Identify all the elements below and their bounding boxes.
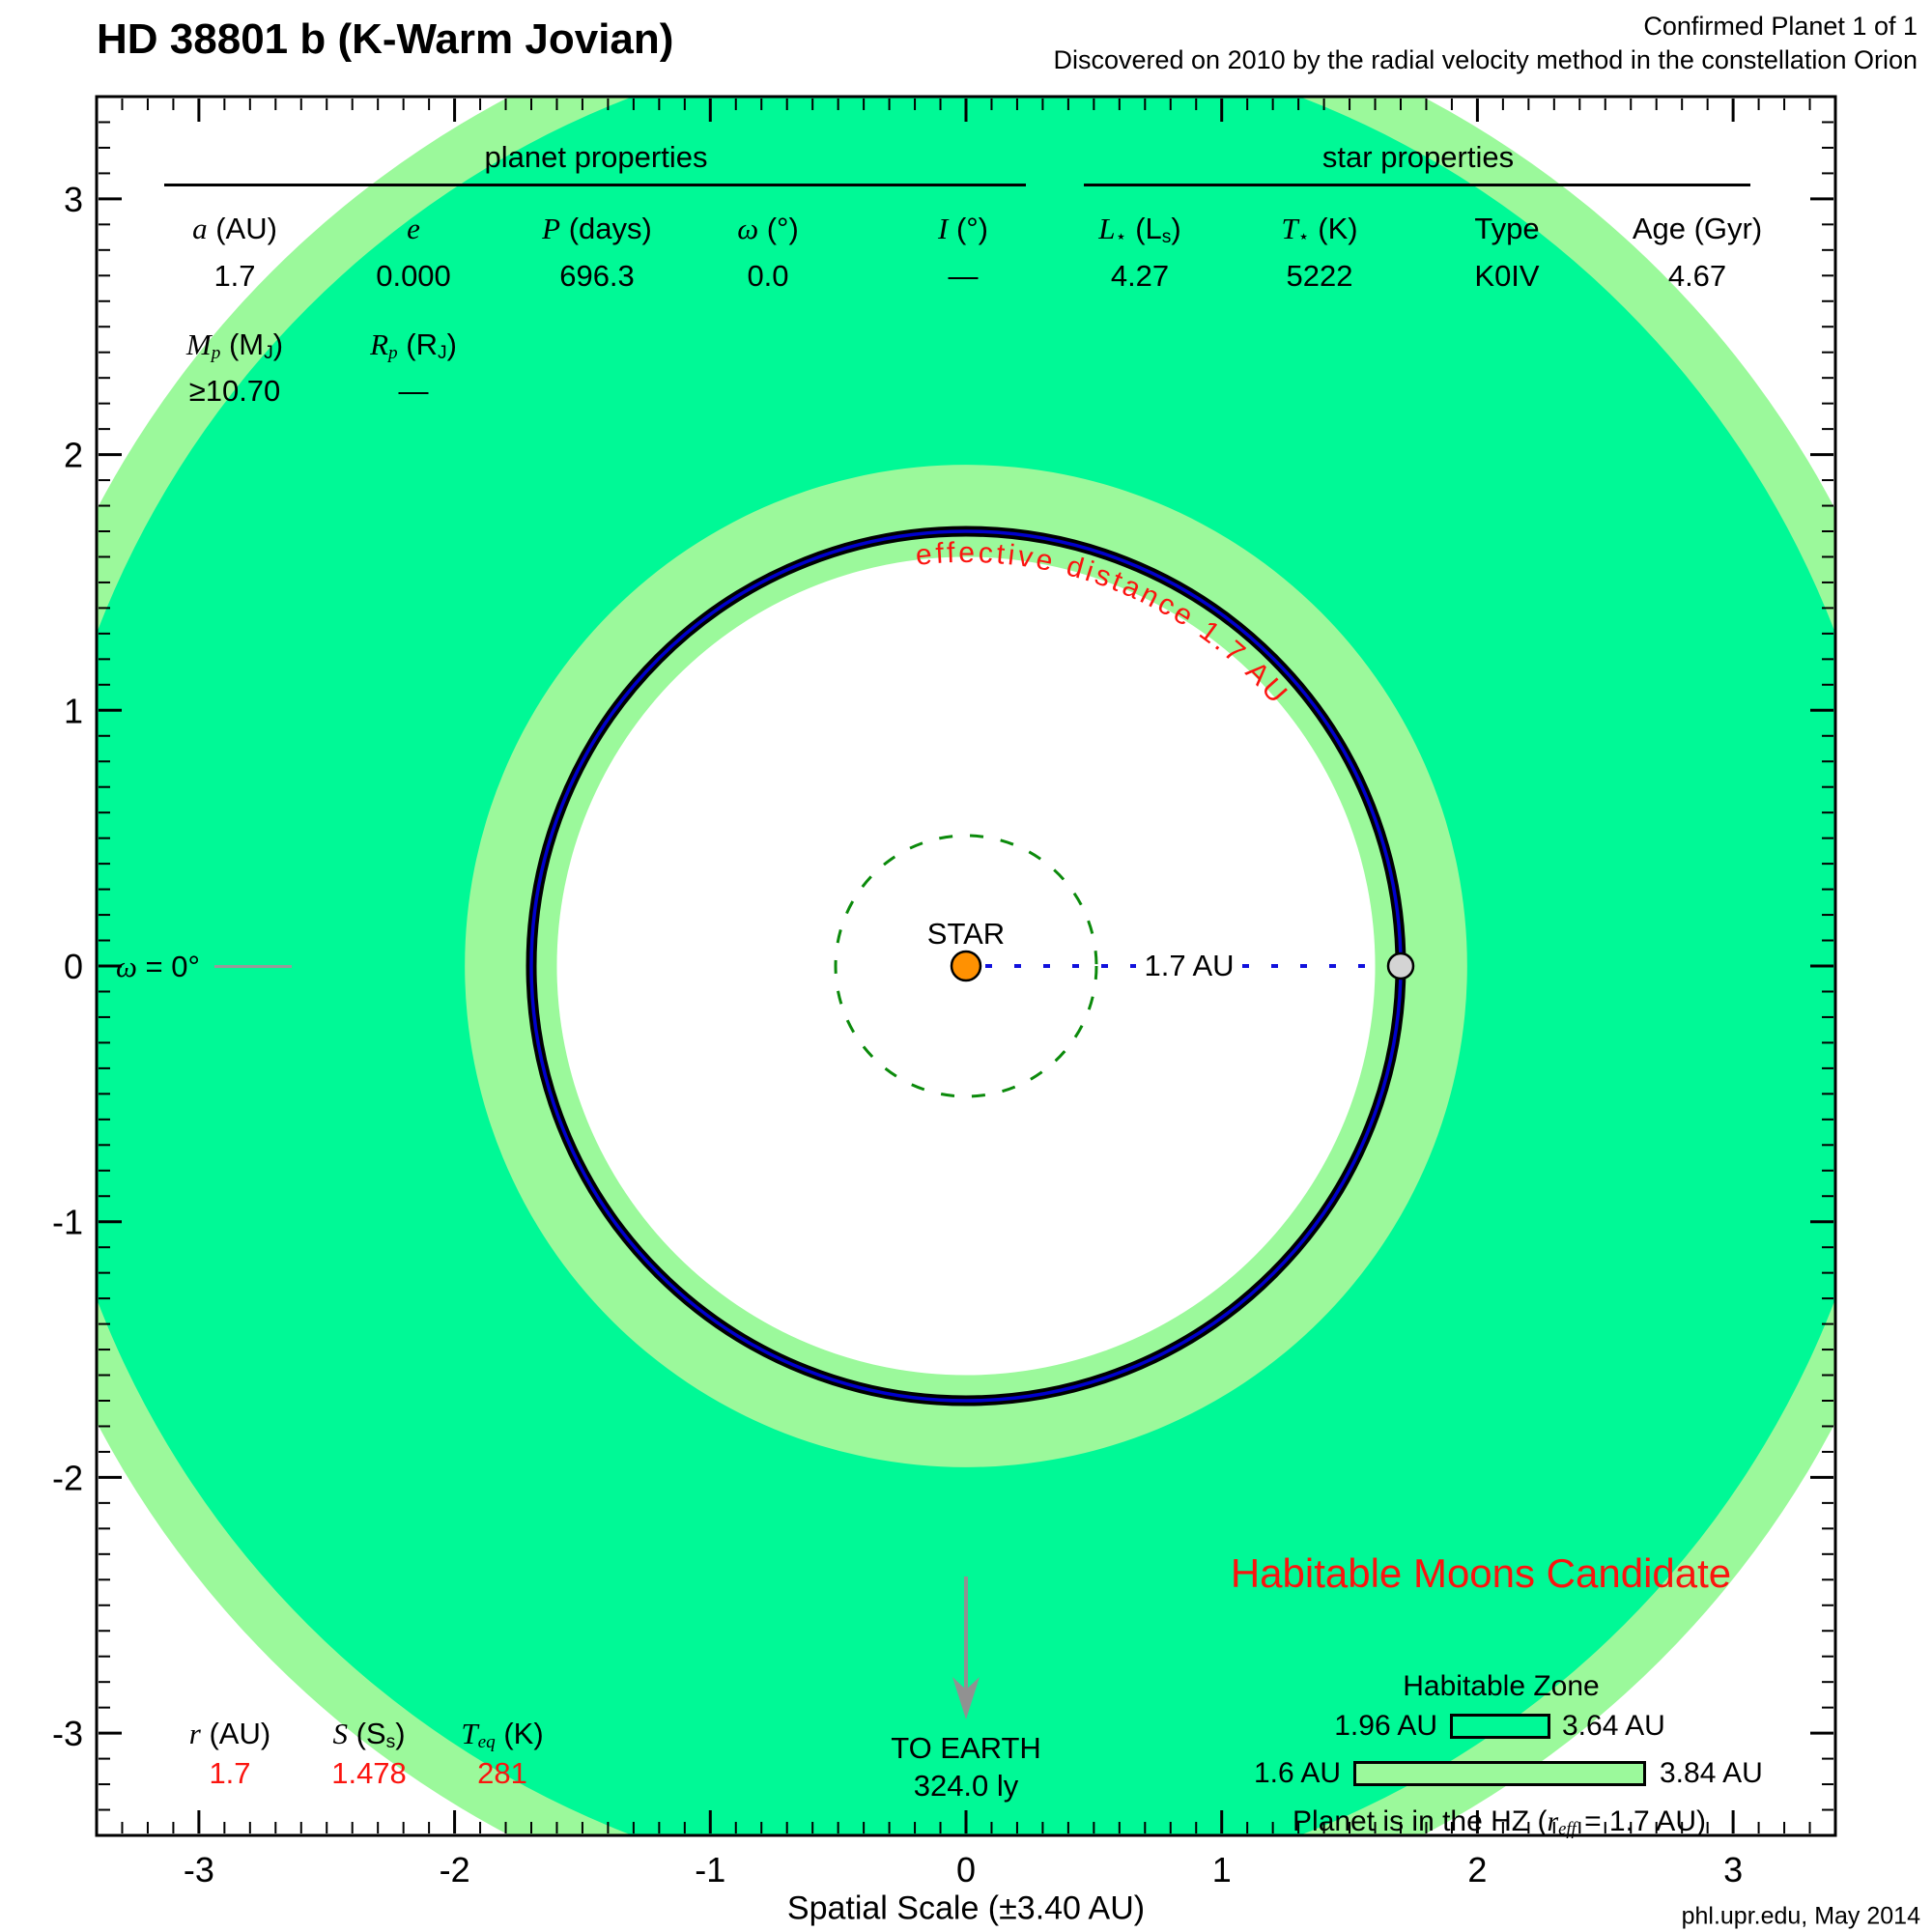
col-header-S: S (Ss)	[332, 1717, 406, 1753]
value-Mp: ≥10.70	[188, 374, 281, 408]
y-tick-label: -1	[52, 1203, 83, 1242]
col-header-P: P (days)	[542, 212, 652, 245]
star-label: STAR	[926, 917, 1006, 951]
discovery-line: Discovered on 2010 by the radial velocit…	[1053, 45, 1918, 74]
omega-label: ω = 0°	[116, 950, 200, 983]
y-tick-label: -2	[52, 1458, 83, 1497]
inner-reference-circle	[834, 834, 1098, 1098]
hz-optimistic-outer-label: 3.84 AU	[1660, 1757, 1763, 1789]
x-tick-label: -3	[184, 1850, 214, 1889]
y-tick-label: 1	[64, 691, 83, 730]
hz-conservative-ring	[97, 97, 1835, 1835]
value-a: 1.7	[213, 259, 256, 293]
x-tick-label: -1	[695, 1850, 725, 1889]
planet-properties-rule	[164, 184, 1026, 186]
plot-frame	[95, 95, 1837, 1837]
hz-note: Planet is in the HZ (reff = 1.7 AU)	[1293, 1805, 1706, 1840]
value-e: 0.000	[376, 259, 451, 293]
col-header-a: a (AU)	[192, 212, 277, 245]
separation-label: 1.7 AU	[1144, 949, 1235, 982]
x-tick-label: 2	[1467, 1850, 1487, 1889]
hz-legend-title: Habitable Zone	[1403, 1670, 1600, 1702]
hz-conservative-swatch	[1450, 1714, 1550, 1739]
col-header-age: Age (Gyr)	[1632, 212, 1763, 245]
hz-conservative-outer-label: 3.64 AU	[1562, 1710, 1665, 1742]
earth-distance-label: 324.0 ly	[913, 1769, 1019, 1803]
x-axis-label: Spatial Scale (±3.40 AU)	[786, 1889, 1146, 1927]
value-omega: 0.0	[747, 259, 789, 293]
page-title: HD 38801 b (K-Warm Jovian)	[97, 15, 674, 63]
col-header-L: L⋆ (Ls)	[1098, 212, 1181, 248]
col-header-omega: ω (°)	[737, 212, 799, 245]
y-tick-label: 2	[64, 436, 83, 475]
star-properties-title: star properties	[1321, 140, 1515, 174]
x-tick-label: -2	[440, 1850, 470, 1889]
planet-properties-title: planet properties	[484, 140, 708, 174]
value-I: —	[948, 259, 979, 293]
value-S: 1.478	[331, 1756, 407, 1790]
col-header-Rp: Rp (RJ)	[370, 327, 457, 364]
confirmed-status: Confirmed Planet 1 of 1	[1643, 12, 1918, 41]
habitable-moons-candidate-label: Habitable Moons Candidate	[1230, 1550, 1732, 1596]
value-T: 5222	[1286, 259, 1353, 293]
value-Rp: —	[398, 374, 429, 408]
col-header-r: r (AU)	[188, 1717, 271, 1750]
col-header-Teq: Teq (K)	[461, 1717, 544, 1753]
to-earth-label: TO EARTH	[891, 1731, 1041, 1765]
value-age: 4.67	[1667, 259, 1727, 293]
hz-optimistic-inner-label: 1.6 AU	[1253, 1757, 1341, 1789]
hz-conservative-inner-label: 1.96 AU	[1334, 1710, 1437, 1742]
col-header-Mp: Mp (MJ)	[185, 327, 284, 364]
x-tick-label: 0	[956, 1850, 976, 1889]
value-type: K0IV	[1474, 259, 1540, 293]
axis-tick-labels: -3 -2 -1 0 1 2 3 3 2 1 0 -1 -2 -3	[52, 180, 1743, 1889]
y-tick-label: -3	[52, 1714, 83, 1753]
col-header-I: I (°)	[938, 212, 988, 245]
col-header-T: T⋆ (K)	[1281, 212, 1358, 248]
planet-marker	[1386, 952, 1415, 980]
omega-reference-line	[214, 965, 292, 968]
x-tick-label: 1	[1212, 1850, 1232, 1889]
to-earth-arrow-head	[952, 1677, 980, 1719]
star-properties-rule	[1084, 184, 1750, 186]
x-tick-label: 3	[1723, 1850, 1743, 1889]
y-tick-label: 0	[64, 947, 83, 986]
hz-optimistic-swatch	[1353, 1761, 1646, 1786]
credit-line: phl.upr.edu, May 2014	[1681, 1902, 1920, 1930]
y-tick-label: 3	[64, 180, 83, 219]
col-header-e: e	[407, 212, 420, 245]
value-L: 4.27	[1110, 259, 1170, 293]
value-Teq: 281	[477, 1756, 527, 1790]
col-header-type: Type	[1474, 212, 1540, 245]
value-P: 696.3	[559, 259, 635, 293]
star-marker	[950, 950, 982, 982]
value-r: 1.7	[209, 1756, 251, 1790]
